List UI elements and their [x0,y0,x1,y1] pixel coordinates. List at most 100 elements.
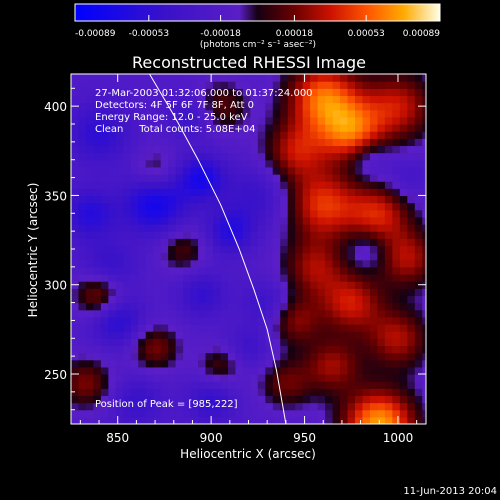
heatmap-cell [235,231,244,239]
heatmap-cell [414,188,423,197]
heatmap-cell [332,195,341,204]
heatmap-cell [355,331,364,339]
heatmap-cell [160,74,169,82]
heatmap-cell [160,245,169,254]
heatmap-cell [257,352,266,361]
heatmap-cell [272,224,281,232]
heatmap-cell [362,216,371,225]
heatmap-cell [250,345,259,354]
heatmap-cell [190,281,199,289]
heatmap-cell [145,395,154,404]
heatmap-cell [93,381,102,389]
heatmap-cell [160,416,169,424]
heatmap-cell [280,138,289,147]
heatmap-cell [422,116,426,125]
heatmap-cell [280,338,289,347]
heatmap-cell [392,338,401,347]
heatmap-cell [310,416,319,424]
heatmap-cell [71,88,80,97]
heatmap-cell [287,359,296,368]
heatmap-cell [369,152,379,161]
heatmap-cell [175,138,184,147]
heatmap-cell [93,345,102,354]
heatmap-cell [250,152,259,161]
heatmap-cell [160,195,169,204]
heatmap-cell [369,316,379,325]
heatmap-cell [175,416,184,424]
heatmap-cell [168,381,177,389]
heatmap-cell [85,352,95,361]
heatmap-cell [153,216,162,225]
heatmap-cell [242,231,251,239]
heatmap-cell [422,416,426,424]
heatmap-cell [190,402,199,411]
heatmap-cell [272,331,281,339]
heatmap-cell [153,374,162,382]
heatmap-cell [235,102,244,111]
heatmap-cell [250,238,259,247]
colorbar-tick-label: 0.00089 [403,29,440,39]
heatmap-cell [190,331,199,339]
heatmap-cell [115,331,124,339]
heatmap-cell [100,102,109,111]
heatmap-cell [85,331,95,339]
heatmap-cell [257,409,266,418]
heatmap-cell [340,74,349,82]
heatmap-cell [242,238,251,247]
heatmap-cell [377,74,386,82]
heatmap-cell [369,195,379,204]
heatmap-cell [160,316,169,325]
heatmap-cell [362,309,371,318]
heatmap-cell [138,409,147,418]
heatmap-cell [93,316,102,325]
heatmap-cell [347,252,356,261]
heatmap-cell [220,274,229,282]
heatmap-cell [377,331,386,339]
heatmap-cell [138,338,147,347]
heatmap-cell [340,302,349,311]
heatmap-cell [265,231,274,239]
heatmap-cell [93,324,102,332]
heatmap-cell [355,231,364,239]
heatmap-cell [198,231,207,239]
heatmap-cell [145,224,154,232]
heatmap-cell [302,145,311,154]
heatmap-cell [160,402,169,411]
heatmap-cell [78,288,87,297]
heatmap-cell [183,231,192,239]
heatmap-cell [168,95,177,104]
heatmap-cell [190,131,199,139]
heatmap-cell [242,381,251,389]
heatmap-cell [287,238,296,247]
heatmap-cell [100,109,109,118]
heatmap-cell [310,324,319,332]
heatmap-cell [100,395,109,404]
heatmap-cell [355,274,364,282]
heatmap-cell [213,74,222,82]
heatmap-cell [108,202,117,211]
heatmap-cell [362,274,371,282]
heatmap-cell [317,152,326,161]
heatmap-cell [138,374,147,382]
heatmap-cell [384,252,393,261]
heatmap-cell [317,324,326,332]
heatmap-cell [347,88,356,97]
heatmap-cell [93,166,102,175]
heatmap-cell [153,195,162,204]
heatmap-cell [377,216,386,225]
heatmap-cell [399,409,408,418]
heatmap-cell [138,324,147,332]
heatmap-cell [399,216,408,225]
heatmap-cell [145,352,154,361]
heatmap-cell [362,266,371,275]
heatmap-cell [71,381,80,389]
heatmap-cell [250,302,259,311]
heatmap-cell [310,352,319,361]
heatmap-cell [280,274,289,282]
colorbar-tick-label: -0.00089 [75,29,116,39]
heatmap-cell [280,145,289,154]
heatmap-cell [138,252,147,261]
heatmap-cell [265,209,274,218]
heatmap-cell [235,388,244,397]
heatmap-cell [355,238,364,247]
